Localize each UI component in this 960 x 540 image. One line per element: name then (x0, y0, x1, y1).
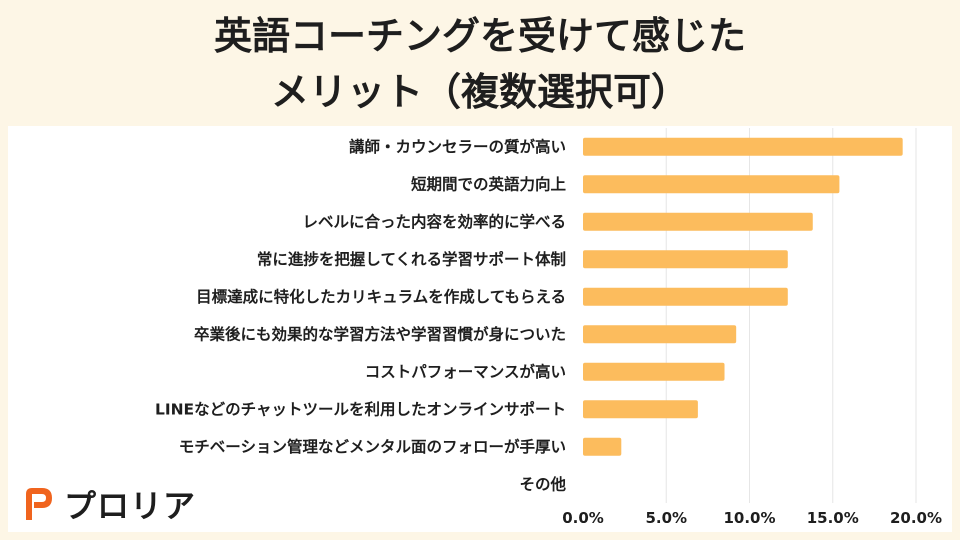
proria-logo-icon (26, 488, 52, 520)
x-tick-label-2: 10.0% (723, 509, 775, 527)
category-label-6: コストパフォーマンスが高い (365, 362, 566, 381)
category-label-8: モチベーション管理などメンタル面のフォローが手厚い (179, 437, 566, 456)
bar-8 (583, 437, 622, 456)
chart-title-line-2: メリット（複数選択可） (270, 70, 689, 114)
bar-0 (583, 137, 903, 156)
bar-6 (583, 362, 725, 381)
category-label-5: 卒業後にも効果的な学習方法や学習習慣が身についた (194, 324, 566, 343)
chart-title: 英語コーチングを受けて感じた メリット（複数選択可） (0, 8, 960, 120)
chart-panel (8, 126, 952, 532)
bar-5 (583, 325, 737, 344)
bar-2 (583, 212, 813, 231)
bar-1 (583, 175, 840, 194)
category-label-9: その他 (519, 474, 566, 493)
category-label-4: 目標達成に特化したカリキュラムを作成してもらえる (196, 287, 566, 306)
x-tick-label-4: 20.0% (890, 509, 942, 527)
category-label-7: LINEなどのチャットツールを利用したオンラインサポート (155, 399, 566, 418)
category-label-3: 常に進捗を把握してくれる学習サポート体制 (257, 249, 566, 268)
bar-3 (583, 250, 788, 269)
brand-logo: プロリア (20, 483, 196, 525)
category-label-0: 講師・カウンセラーの質が高い (349, 137, 566, 156)
bar-4 (583, 287, 788, 306)
bar-7 (583, 400, 698, 419)
category-label-1: 短期間での英語力向上 (411, 174, 567, 193)
chart-title-line-1: 英語コーチングを受けて感じた (213, 14, 746, 58)
category-label-2: レベルに合った内容を効率的に学べる (302, 212, 566, 231)
x-tick-label-3: 15.0% (807, 509, 859, 527)
brand-name: プロリア (64, 487, 197, 525)
x-tick-label-0: 0.0% (562, 509, 604, 527)
x-tick-label-1: 5.0% (645, 509, 687, 527)
